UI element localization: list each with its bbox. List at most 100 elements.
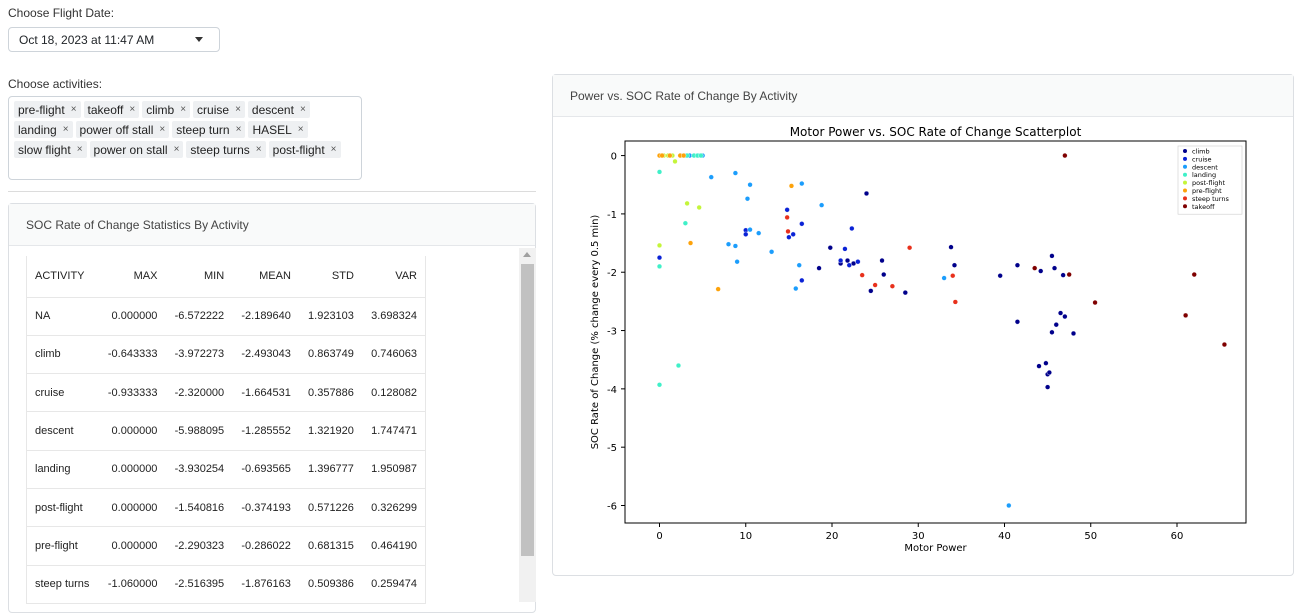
legend-marker xyxy=(1183,204,1187,209)
data-point-descent xyxy=(747,227,753,233)
data-point-descent xyxy=(734,259,740,265)
table-row: climb -0.643333 -3.972273 -2.493043 0.863749… xyxy=(26,335,426,374)
activity-tag[interactable]: power on stall × xyxy=(89,141,184,158)
activity-tag[interactable]: takeoff × xyxy=(83,101,140,118)
table-cell: 0.000000 xyxy=(111,501,158,514)
table-scrollbar[interactable] xyxy=(519,248,536,602)
remove-tag-icon[interactable]: × xyxy=(180,104,187,115)
remove-tag-icon[interactable]: × xyxy=(330,144,337,155)
activity-tag[interactable]: HASEL × xyxy=(248,121,308,138)
table-cell: -2.493043 xyxy=(241,348,291,361)
plot-card: Power vs. SOC Rate of Change By Activity… xyxy=(552,74,1294,576)
table-row: descent 0.000000 -5.988095 -1.285552 1.32192… xyxy=(26,412,426,451)
data-point-climb xyxy=(844,257,851,264)
table-row: NA 0.000000 -6.572222 -2.189640 1.923103 3.69… xyxy=(26,297,426,336)
data-point-takeoff xyxy=(1183,312,1189,318)
activity-tag[interactable]: climb × xyxy=(142,101,191,118)
data-point-descent xyxy=(796,262,802,268)
data-point-steep-turns xyxy=(784,214,790,221)
column-header[interactable]: VAR xyxy=(395,270,417,283)
column-header[interactable]: MAX xyxy=(133,270,158,283)
y-axis-label: SOC Rate of Change (% change every 0.5 m… xyxy=(590,215,601,450)
data-point-pre-flight xyxy=(687,240,694,246)
data-point-pre-flight xyxy=(715,286,721,292)
table-cell: -0.374193 xyxy=(241,501,291,514)
column-header[interactable]: ACTIVITY xyxy=(35,270,85,283)
data-point-climb xyxy=(902,290,908,296)
data-point-climb xyxy=(1043,360,1049,366)
remove-tag-icon[interactable]: × xyxy=(299,104,306,115)
y-tick-label: -1 xyxy=(607,210,617,221)
activity-tag[interactable]: steep turn × xyxy=(172,121,246,138)
data-point-steep-turns xyxy=(785,228,791,234)
data-point-climb xyxy=(997,273,1003,279)
remove-tag-icon[interactable]: × xyxy=(255,144,262,155)
data-point-descent xyxy=(732,170,739,176)
table-cell: -1.664531 xyxy=(241,386,291,399)
activity-tag-label: takeoff xyxy=(87,102,124,117)
legend-entry: steep turns xyxy=(1192,195,1229,203)
data-point-climb xyxy=(863,190,870,197)
flight-date-dropdown[interactable]: Oct 18, 2023 at 11:47 AM xyxy=(8,27,220,52)
table-cell: 1.923103 xyxy=(308,310,354,323)
table-cell: 0.357886 xyxy=(308,386,354,399)
table-cell: -0.693565 xyxy=(241,463,291,476)
activity-tag[interactable]: post-flight × xyxy=(268,141,341,158)
data-point-cruise xyxy=(656,255,663,261)
remove-tag-icon[interactable]: × xyxy=(76,144,83,155)
x-tick-label: 50 xyxy=(1084,531,1097,542)
data-point-climb xyxy=(1062,313,1068,320)
column-header[interactable]: STD xyxy=(331,270,354,283)
table-cell: climb xyxy=(35,348,61,361)
data-point-descent xyxy=(941,275,947,281)
data-point-descent xyxy=(1006,502,1012,509)
table-cell: -2.290323 xyxy=(174,539,225,552)
activity-tag[interactable]: power off stall × xyxy=(75,121,170,138)
data-point-pre-flight xyxy=(659,152,665,159)
x-tick-label: 60 xyxy=(1171,531,1184,542)
stats-card-title: SOC Rate of Change Statistics By Activit… xyxy=(9,204,535,246)
data-point-post-flight xyxy=(696,204,702,211)
remove-tag-icon[interactable]: × xyxy=(173,144,180,155)
table-cell: -1.060000 xyxy=(107,578,158,591)
column-header[interactable]: MIN xyxy=(204,270,225,283)
remove-tag-icon[interactable]: × xyxy=(159,124,166,135)
x-tick-label: 30 xyxy=(912,531,925,542)
remove-tag-icon[interactable]: × xyxy=(235,104,241,115)
data-point-climb xyxy=(879,257,885,264)
activity-tag[interactable]: slow flight × xyxy=(14,141,87,158)
scroll-thumb[interactable] xyxy=(521,264,534,556)
data-point-cruise xyxy=(842,246,848,252)
activity-tag-label: power on stall xyxy=(93,142,168,157)
data-point-climb xyxy=(948,244,954,250)
table-cell: 0.571226 xyxy=(308,501,354,514)
legend-marker xyxy=(1183,196,1187,201)
activity-tag[interactable]: landing × xyxy=(14,121,73,138)
chevron-down-icon xyxy=(195,37,203,42)
table-cell: 0.000000 xyxy=(111,425,158,438)
activity-tag[interactable]: steep turns × xyxy=(186,141,266,158)
activity-tag[interactable]: descent × xyxy=(247,101,310,118)
table-cell: 1.950987 xyxy=(371,463,417,476)
legend-entry: landing xyxy=(1192,171,1216,179)
table-cell: -1.540816 xyxy=(174,501,225,514)
remove-tag-icon[interactable]: × xyxy=(297,124,304,135)
activity-tag[interactable]: pre-flight × xyxy=(14,101,81,118)
stats-card: SOC Rate of Change Statistics By Activit… xyxy=(8,203,536,613)
activity-tag[interactable]: cruise × xyxy=(193,101,245,118)
data-point-cruise xyxy=(786,234,792,240)
data-point-climb xyxy=(850,260,857,267)
scroll-up-icon[interactable] xyxy=(523,252,531,257)
table-cell: -2.516395 xyxy=(174,578,225,591)
activity-tag-label: slow flight xyxy=(18,142,71,157)
column-header[interactable]: MEAN xyxy=(259,270,291,283)
stats-table: ACTIVITY MAX MIN MEAN STD VAR NA 0.000000 -6.57… xyxy=(26,256,426,604)
remove-tag-icon[interactable]: × xyxy=(62,124,69,135)
remove-tag-icon[interactable]: × xyxy=(129,104,136,115)
activities-multiselect[interactable]: pre-flight × takeoff × climb × cruise × descent ×… xyxy=(8,96,362,180)
table-cell: 1.747471 xyxy=(371,425,417,438)
data-point-takeoff xyxy=(1066,271,1072,278)
remove-tag-icon[interactable]: × xyxy=(235,124,242,135)
remove-tag-icon[interactable]: × xyxy=(70,104,77,115)
table-cell: -3.972273 xyxy=(174,348,225,361)
